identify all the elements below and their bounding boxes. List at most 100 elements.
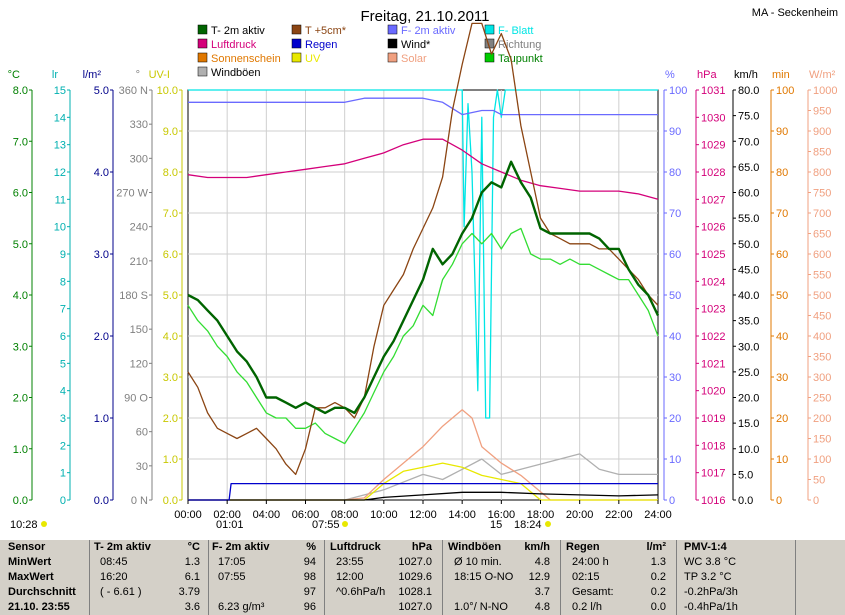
axis-tick-label: 550 <box>813 270 831 282</box>
axis-tick-label: 900 <box>813 126 831 138</box>
axis-tick-label: 9 <box>60 249 66 261</box>
table-row: Gesamt: 0.2 <box>566 585 672 600</box>
table-row: 23:55 1027.0 <box>330 555 438 570</box>
axis-tick-label: 850 <box>813 147 831 159</box>
cell-value: 4.8 <box>534 601 550 613</box>
axis-tick-label: 1.0 <box>13 444 28 456</box>
axis-tick-label: 8.0 <box>163 167 178 179</box>
plot-area <box>187 22 660 501</box>
axis-tick-label: 400 <box>813 331 831 343</box>
axis-tick-label: 5.0 <box>163 290 178 302</box>
sunrise-marker: 10:28 <box>10 519 38 531</box>
col-header-unit: l/m² <box>646 541 666 553</box>
legend-swatch <box>291 52 302 63</box>
axis-tick-label: 1019 <box>701 413 725 425</box>
divider <box>795 540 796 615</box>
axis-tick-label: 35.0 <box>738 316 759 328</box>
cell-value: 1.3 <box>184 556 200 568</box>
table-row: 07:55 98 <box>212 570 322 585</box>
axis-tick-label: 1024 <box>701 276 725 288</box>
x-tick-label: 24:00 <box>644 509 672 521</box>
cell-value: 97 <box>303 586 316 598</box>
cell-value: 1029.6 <box>398 571 432 583</box>
x-tick-label: 04:00 <box>253 509 281 521</box>
cell-value: 96 <box>303 601 316 613</box>
axis-tick-label: 150 <box>130 324 148 336</box>
axis-tick-label: 55.0 <box>738 213 759 225</box>
cell-value: 0.2 <box>650 571 666 583</box>
x-tick-label: 14:00 <box>448 509 476 521</box>
cell-label: 17:05 <box>218 556 246 568</box>
cell-label: 12:00 <box>336 571 364 583</box>
axis-tick-label: 50 <box>669 290 681 302</box>
series-line-regen <box>188 482 658 501</box>
row-label: 21.10. 23:55 <box>8 601 70 613</box>
axis-tick-label: 2 <box>60 440 66 452</box>
table-row: 0.2 l/h 0.0 <box>566 600 672 615</box>
x-tick-label: 06:00 <box>292 509 320 521</box>
axis-tick-label: 240 <box>130 222 148 234</box>
axis-tick-label: 4.0 <box>94 167 109 179</box>
legend-label: Wind* <box>401 39 431 51</box>
legend-swatch <box>387 24 398 35</box>
cell-label: 1.0°/ N-NO <box>454 601 508 613</box>
table-row: 08:45 1.3 <box>94 555 206 570</box>
table-row: ( - 6.61 ) 3.79 <box>94 585 206 600</box>
series-line-luftdruck <box>187 138 659 200</box>
axis-tick-label: 1.0 <box>163 454 178 466</box>
cell-value: 3.79 <box>178 586 200 598</box>
axes: °C8.07.06.05.04.03.02.01.00.0lr151413121… <box>8 69 838 507</box>
legend-label: F- Blatt <box>498 25 533 37</box>
axis-tick-label: 50 <box>813 475 825 487</box>
pmv-value: WC 3.8 °C <box>684 556 737 568</box>
axis-tick-label: 5.0 <box>13 239 28 251</box>
axis-tick-label: 100 <box>669 85 687 97</box>
axis-tick-label: 1026 <box>701 222 725 234</box>
cell-label: ^0.6hPa/h <box>336 586 386 598</box>
cell-label <box>448 586 454 598</box>
axis-tick-label: 60 <box>136 427 148 439</box>
axis-tick-label: 1021 <box>701 358 725 370</box>
cell-value: 0.0 <box>650 601 666 613</box>
cell-value: 6.1 <box>184 571 200 583</box>
table-row: 17:05 94 <box>212 555 322 570</box>
cell-label <box>212 586 218 598</box>
axis-tick-label: 100 <box>813 454 831 466</box>
axis-tick-label: 14 <box>54 112 66 124</box>
stats-table: Sensor MinWert MaxWert Durchschnitt 21.1… <box>0 540 845 615</box>
axis-degC: °C 8.0 7.0 6.0 5.0 4.0 3.0 2.0 1.0 0.0 <box>8 69 33 507</box>
divider <box>324 540 325 615</box>
axis-tick-label: 4.0 <box>163 331 178 343</box>
axis-tick-label: 1030 <box>701 112 725 124</box>
table-row: 3.6 <box>94 600 206 615</box>
axis-tick-label: 5 <box>60 358 66 370</box>
cell-label: 23:55 <box>336 556 364 568</box>
col-header: Luftdruck hPa <box>330 540 438 555</box>
axis-unit-label: % <box>665 69 675 81</box>
axis-tick-label: 50 <box>776 290 788 302</box>
col-header-label: T- 2m aktiv <box>94 541 151 553</box>
axis-tick-label: 3 <box>60 413 66 425</box>
axis-tick-label: 8.0 <box>13 85 28 97</box>
col-f2m: F- 2m aktiv% 17:05 94 07:55 98 97 6.23 g/m³ 96 <box>212 540 322 615</box>
axis-tick-label: 1022 <box>701 331 725 343</box>
x-tick-label: 18:00 <box>527 509 555 521</box>
row-label: Durchschnitt <box>8 586 76 598</box>
axis-tick-label: 6.0 <box>163 249 178 261</box>
legend-label: Sonnenschein <box>211 53 281 65</box>
cell-value: 0.2 <box>650 586 666 598</box>
legend-label: Luftdruck <box>211 39 257 51</box>
axis-unit-label: hPa <box>697 69 717 81</box>
axis-tick-label: 10 <box>776 454 788 466</box>
axis-tick-label: 250 <box>813 393 831 405</box>
axis-tick-label: 3.0 <box>163 372 178 384</box>
axis-deg: ° 360 N 330 300 270 W 240 210 180 S 150 120 90 O 60… <box>116 69 153 507</box>
axis-tick-label: 65.0 <box>738 162 759 174</box>
table-row: 6.23 g/m³ 96 <box>212 600 322 615</box>
x-tick-label: 02:00 <box>213 509 241 521</box>
legend-label: F- 2m aktiv <box>401 25 456 37</box>
legend-swatch <box>291 38 302 49</box>
legend-swatch <box>484 52 495 63</box>
col-header: F- 2m aktiv% <box>212 540 322 555</box>
